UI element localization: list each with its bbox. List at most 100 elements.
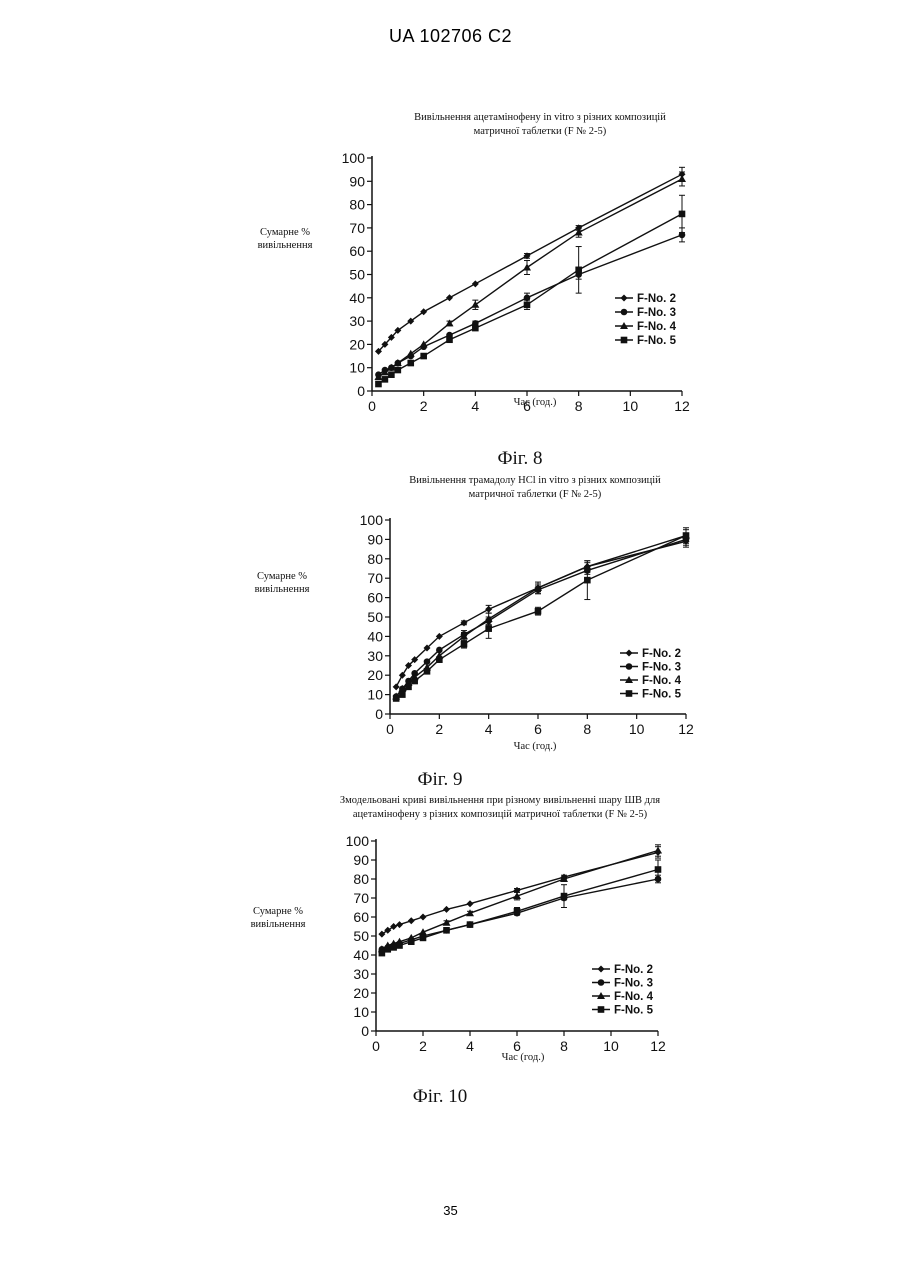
data-point [655,866,662,873]
data-point [382,376,389,383]
data-point [472,280,479,287]
y-tick-label: 20 [353,985,369,1001]
data-point [514,908,521,915]
data-point [524,301,531,308]
data-point [396,942,403,949]
chart-title-line: Вивільнення трамадолу HCl in vitro з різ… [409,475,661,486]
x-tick-label: 10 [623,398,639,414]
legend-label: F-No. 5 [642,689,682,701]
x-axis-label: Час (год.) [514,741,557,752]
y-tick-label: 40 [349,290,365,306]
legend-label: F-No. 5 [637,335,677,347]
data-point [584,577,591,584]
y-tick-label: 80 [367,551,383,567]
legend-label: F-No. 4 [614,991,654,1003]
x-tick-label: 0 [386,721,394,737]
y-tick-label: 40 [367,628,383,644]
data-point [467,921,474,928]
data-point [378,931,385,938]
legend-label: F-No. 3 [642,662,681,674]
data-point [399,691,406,698]
data-point [420,353,427,360]
data-point [379,950,386,957]
data-point [535,608,542,615]
x-tick-label: 6 [523,398,531,414]
data-point [375,381,382,388]
release-chart-fig10: Змодельовані криві вивільнення при різно… [220,786,720,1076]
data-point [471,301,479,308]
y-tick-label: 70 [367,570,383,586]
data-point [408,938,415,945]
y-tick-label: 10 [367,687,383,703]
y-axis-label: вивільнення [258,240,313,251]
x-tick-label: 12 [678,721,694,737]
y-tick-label: 60 [353,909,369,925]
data-point [436,656,443,663]
y-tick-label: 80 [353,871,369,887]
data-point [384,927,391,934]
legend-marker [598,966,605,973]
data-point [467,900,474,907]
legend-marker [598,1006,605,1013]
y-tick-label: 20 [349,336,365,352]
data-point [461,641,468,648]
y-tick-label: 50 [349,267,365,283]
data-point [683,532,690,539]
y-tick-label: 100 [342,150,366,166]
y-axis-label: вивільнення [255,584,310,595]
y-tick-label: 40 [353,947,369,963]
figure-caption-10: Фіг. 10 [140,1086,740,1108]
data-point [399,672,406,679]
data-point [575,267,582,274]
data-point [443,906,450,913]
y-tick-label: 0 [361,1023,369,1039]
x-tick-label: 12 [674,398,690,414]
y-tick-label: 20 [367,667,383,683]
legend-marker [621,295,628,302]
legend-label: F-No. 3 [614,978,653,990]
figure-10: Змодельовані криві вивільнення при різно… [220,786,720,1126]
chart-title-line: матричної таблетки (F № 2-5) [469,489,602,500]
y-tick-label: 90 [367,531,383,547]
data-point [384,946,391,953]
data-point [523,264,531,271]
page-number: 35 [0,1203,901,1218]
y-tick-label: 100 [360,512,384,528]
y-tick-label: 10 [353,1004,369,1020]
data-point [407,360,414,367]
data-point [395,367,402,374]
data-point [446,319,454,326]
data-point [411,678,418,685]
series-line [382,852,658,934]
legend-label: F-No. 4 [637,321,677,333]
x-tick-label: 6 [513,1038,521,1054]
legend-label: F-No. 5 [614,1005,654,1017]
data-point [393,683,400,690]
y-tick-label: 50 [367,609,383,625]
y-tick-label: 60 [367,590,383,606]
chart-title-line: матричної таблетки (F № 2-5) [474,126,607,137]
x-tick-label: 8 [575,398,583,414]
figure-8: Вивільнення ацетамінофену in vitro з різ… [220,100,720,475]
y-tick-label: 90 [349,173,365,189]
y-tick-label: 60 [349,243,365,259]
legend-marker [621,337,628,344]
release-chart-fig8: Вивільнення ацетамінофену in vitro з різ… [220,100,720,420]
y-tick-label: 100 [346,833,370,849]
x-tick-label: 0 [368,398,376,414]
data-point [393,695,400,702]
x-tick-label: 10 [603,1038,619,1054]
data-point [390,923,397,930]
data-point [424,668,431,675]
x-tick-label: 8 [583,721,591,737]
data-point [405,684,412,691]
y-tick-label: 70 [349,220,365,236]
legend-label: F-No. 2 [614,964,653,976]
x-tick-label: 2 [420,398,428,414]
series-f-no-5 [375,195,685,387]
legend-label: F-No. 4 [642,675,682,687]
data-point [420,914,427,921]
data-point [461,619,468,626]
legend-marker [621,309,628,316]
y-tick-label: 0 [375,706,383,722]
